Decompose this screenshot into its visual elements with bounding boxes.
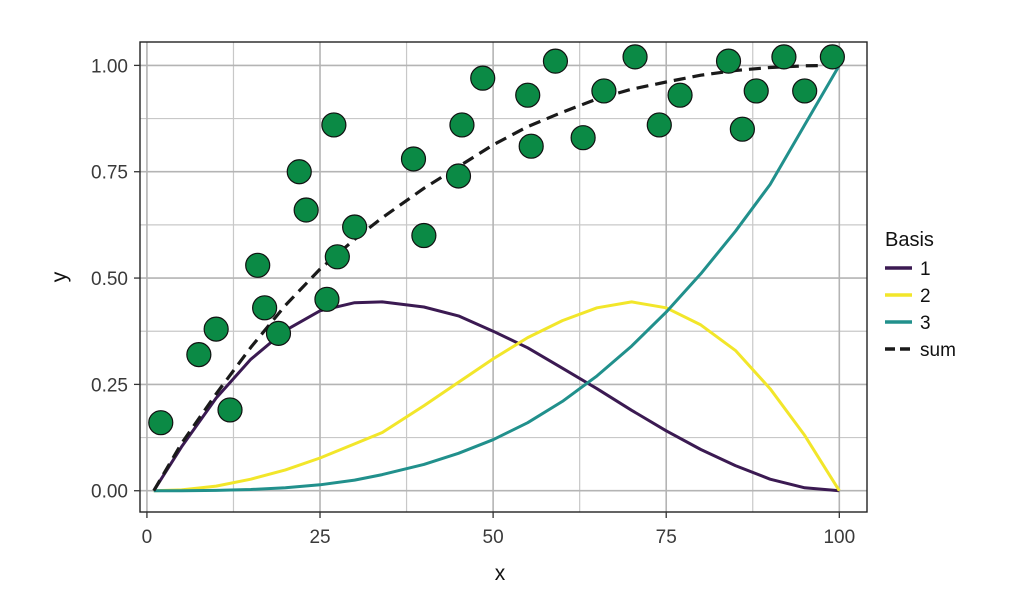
- legend: Basis 1 2 3 sum: [885, 229, 956, 361]
- legend-label-sum: sum: [920, 340, 956, 361]
- y-axis-ticks: 0.00 0.25 0.50 0.75 1.00: [91, 56, 140, 503]
- data-points: [148, 44, 845, 436]
- data-point: [265, 320, 292, 346]
- data-point: [542, 48, 569, 74]
- data-point: [286, 159, 312, 185]
- data-point: [252, 295, 278, 321]
- data-point: [293, 197, 319, 223]
- x-tick-label: 25: [309, 527, 330, 548]
- y-tick-label: 0.00: [91, 482, 128, 503]
- series-line-3: [153, 64, 841, 493]
- data-point: [819, 44, 845, 70]
- legend-label-2: 2: [920, 286, 931, 307]
- data-point: [148, 410, 174, 436]
- data-point: [771, 44, 797, 70]
- panel-border: [139, 41, 868, 513]
- legend-label-1: 1: [920, 259, 931, 280]
- y-axis-title: y: [48, 271, 71, 282]
- x-tick-label: 75: [656, 527, 677, 548]
- data-point: [792, 78, 818, 104]
- y-tick-label: 0.75: [91, 163, 128, 184]
- data-point: [518, 133, 544, 159]
- data-point: [203, 316, 229, 342]
- series-line-2: [153, 300, 841, 493]
- y-tick-label: 0.25: [91, 375, 128, 396]
- series-line-1: [152, 300, 840, 493]
- data-point: [743, 78, 769, 104]
- data-point: [591, 78, 617, 104]
- x-axis-title: x: [495, 562, 506, 585]
- data-point: [729, 116, 755, 142]
- data-point: [622, 44, 648, 70]
- data-point: [470, 65, 496, 91]
- legend-title: Basis: [885, 229, 934, 251]
- data-point: [186, 342, 212, 368]
- y-tick-label: 1.00: [91, 56, 128, 77]
- x-tick-label: 50: [483, 527, 504, 548]
- panel-background: [140, 42, 867, 512]
- data-point: [314, 286, 340, 312]
- data-point: [449, 112, 475, 138]
- data-point: [715, 48, 742, 74]
- x-tick-label: 0: [142, 527, 153, 548]
- series-lines: [152, 63, 841, 493]
- x-tick-label: 100: [823, 527, 855, 548]
- data-point: [667, 82, 693, 108]
- data-point: [515, 82, 541, 108]
- data-point: [646, 112, 672, 138]
- data-point: [324, 244, 350, 270]
- data-point: [245, 252, 271, 278]
- data-point: [217, 397, 243, 423]
- data-point: [400, 146, 427, 172]
- series-line-sum: [152, 63, 840, 492]
- data-point: [570, 125, 596, 151]
- data-point: [321, 112, 347, 138]
- data-point: [411, 222, 437, 249]
- data-point: [342, 214, 368, 240]
- y-tick-label: 0.50: [91, 269, 128, 290]
- data-point: [445, 163, 472, 189]
- x-axis-ticks: 0 25 50 75 100: [142, 512, 855, 548]
- legend-label-3: 3: [920, 313, 931, 334]
